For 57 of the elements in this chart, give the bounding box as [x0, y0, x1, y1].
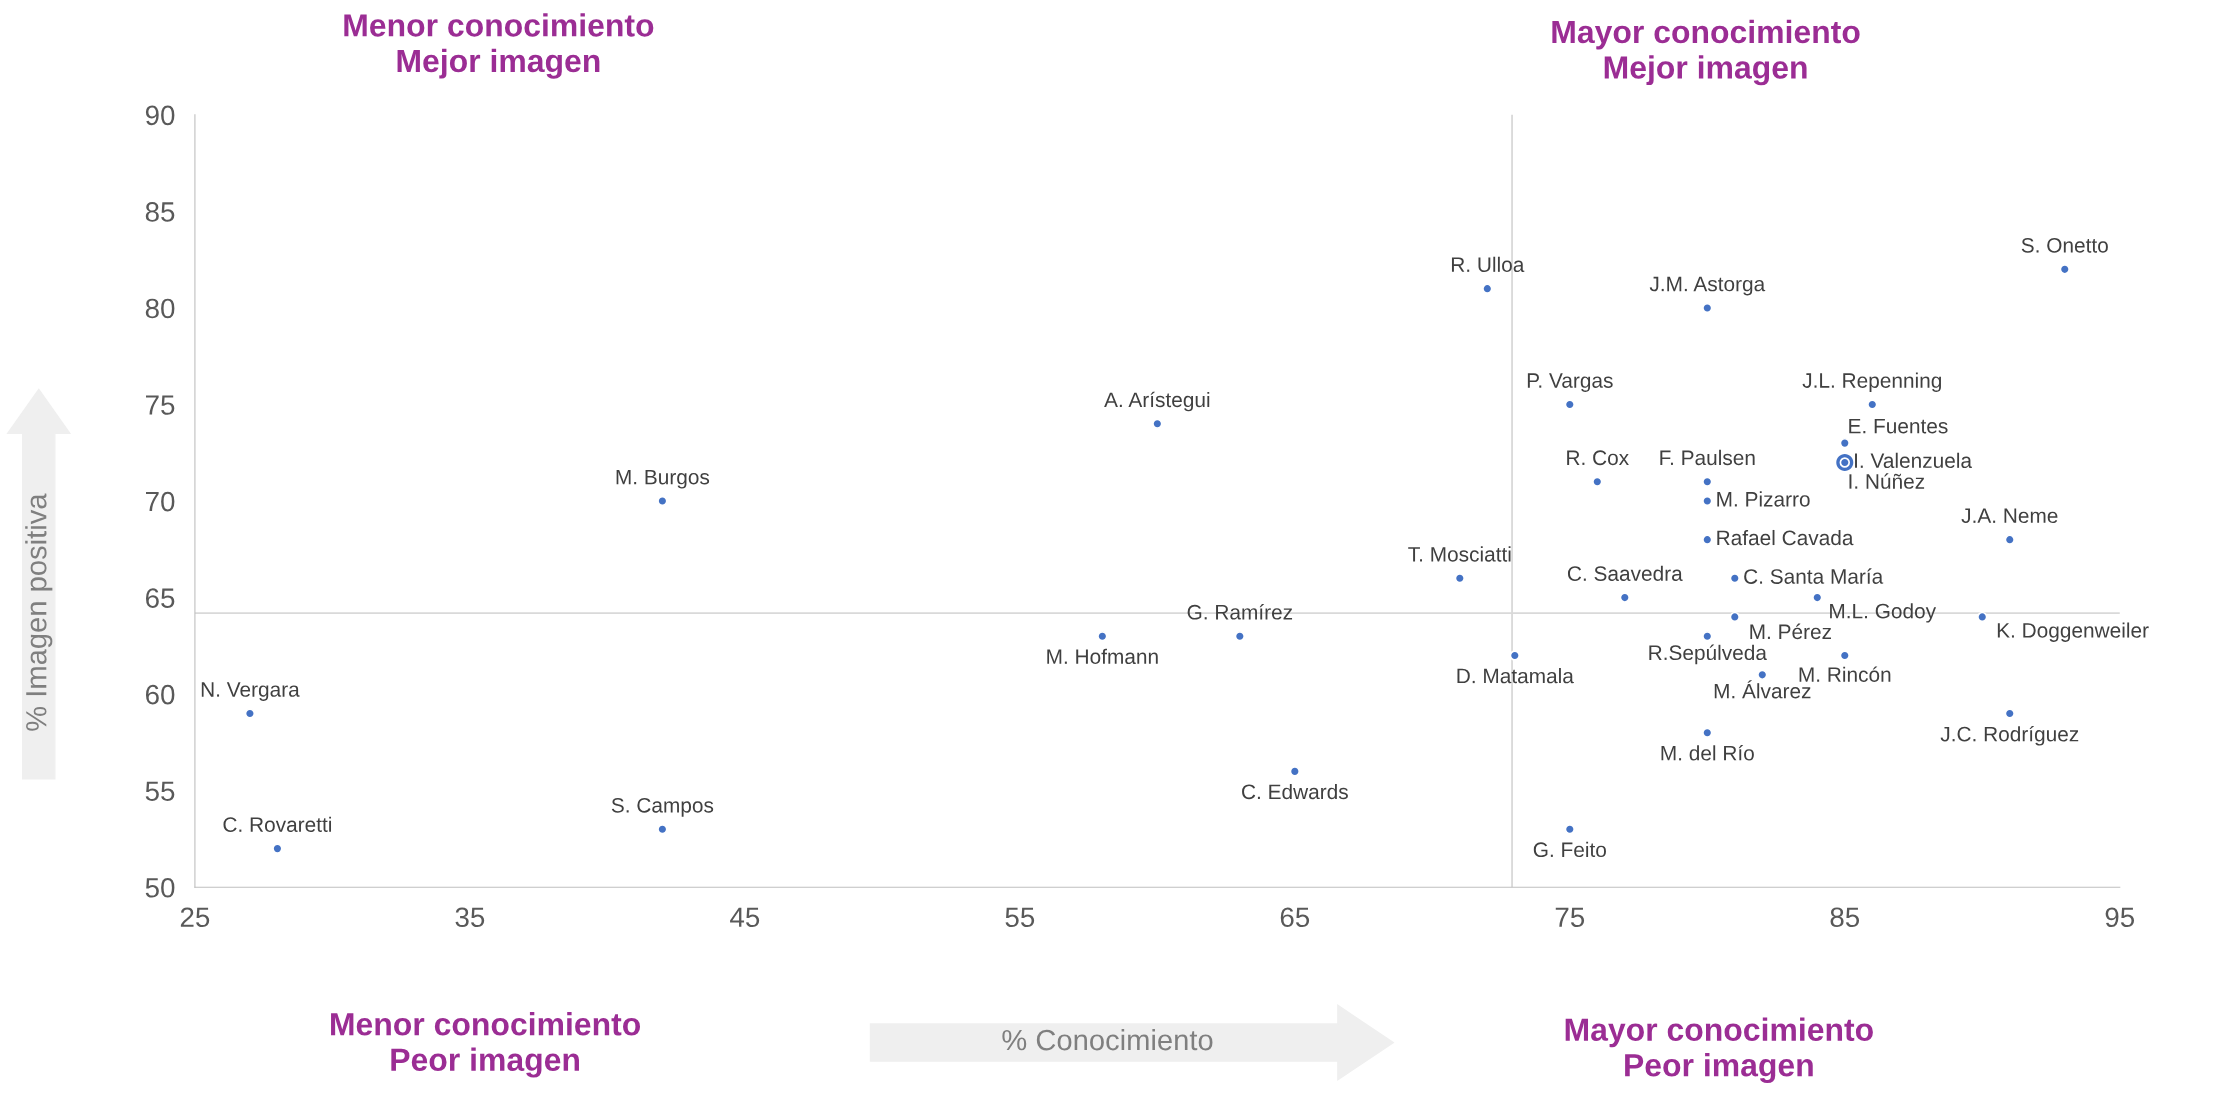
series-label: J.M. Astorga: [1649, 276, 1766, 296]
y-tick-label: 85: [145, 202, 175, 222]
series-label: K. Doggenweiler: [1997, 622, 2149, 642]
series-label: G. Feito: [1533, 841, 1606, 858]
y-tick-label: 80: [145, 298, 175, 319]
x-tick-label: 75: [1555, 907, 1585, 928]
series-label: A. Arístegui: [1104, 391, 1210, 412]
y-tick-label: 60: [145, 684, 175, 705]
y-tick-label: 70: [146, 491, 175, 512]
series-label: C. Santa María: [1744, 568, 1884, 584]
series-label: R. Cox: [1567, 450, 1629, 466]
x-tick-label: 25: [180, 907, 210, 928]
series-label: S. Onetto: [2021, 237, 2108, 253]
text: Mayor conocimiento Peor imagen: [1565, 1017, 1873, 1083]
y-tick-label: 75: [146, 395, 175, 415]
y-tick-label: 65: [145, 588, 175, 608]
series-label: T. Mosciatti: [1408, 546, 1511, 562]
series-label: J.C. Rodríguez: [1940, 725, 2079, 746]
series-label: C. Rovaretti: [223, 816, 332, 832]
x-tick-label: 65: [1280, 907, 1310, 928]
series-label: I. Núñez: [1849, 473, 1925, 489]
series-label: R.Sepúlveda: [1649, 644, 1767, 665]
y-tick-label: 55: [145, 781, 175, 802]
text: Mayor conocimiento Mejor imagen: [1552, 19, 1860, 86]
series-label: N. Vergara: [201, 682, 300, 701]
series-label: P. Vargas: [1527, 373, 1613, 393]
series-label: M.L. Godoy: [1830, 603, 1937, 623]
series-label: M. Álvarez: [1714, 680, 1811, 699]
series-label: M. Burgos: [616, 469, 710, 489]
x-tick-label: 85: [1830, 907, 1860, 928]
y-tick-label: 50: [145, 877, 175, 898]
series-label: M. Pérez: [1750, 623, 1831, 640]
series-label: J.L. Repenning: [1802, 372, 1942, 393]
text: Menor conocimiento Peor imagen: [331, 1012, 641, 1078]
series-label: S. Campos: [611, 797, 714, 817]
series-label: G. Ramírez: [1187, 604, 1293, 620]
series-label: I. Valenzuela: [1855, 452, 1973, 469]
series-label: M. Rincón: [1799, 666, 1891, 682]
series-label: J.A. Neme: [1961, 508, 2058, 524]
x-axis-title: % Conocimiento: [1002, 1028, 1213, 1051]
series-label: M. Pizarro: [1717, 491, 1810, 507]
x-tick-label: 95: [2105, 907, 2135, 928]
series-label: M. del Río: [1661, 745, 1754, 761]
series-label: M. Hofmann: [1047, 648, 1158, 665]
x-tick-label: 55: [1005, 907, 1035, 928]
series-label: C. Saavedra: [1567, 565, 1683, 581]
series-label: D. Matamala: [1457, 668, 1574, 684]
series-label: R. Ulloa: [1451, 256, 1525, 273]
x-tick-label: 45: [730, 907, 760, 928]
x-tick-label: 35: [455, 907, 485, 928]
series-label: Rafael Cavada: [1717, 529, 1854, 546]
text: Menor conocimiento Mejor imagen: [344, 13, 654, 79]
series-label: F. Paulsen: [1660, 449, 1755, 466]
series-label: C. Edwards: [1242, 783, 1348, 800]
y-tick-label: 90: [145, 105, 175, 126]
series-label: E. Fuentes: [1849, 418, 1948, 434]
y-axis-title: % Imagen positiva: [25, 493, 53, 731]
